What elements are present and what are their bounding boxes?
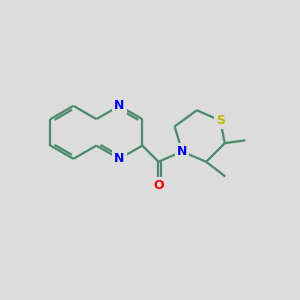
Text: N: N xyxy=(114,152,124,165)
Text: O: O xyxy=(153,179,164,192)
Text: S: S xyxy=(216,114,225,127)
Text: N: N xyxy=(114,152,124,165)
Text: N: N xyxy=(114,99,124,112)
Text: S: S xyxy=(216,114,225,127)
Text: O: O xyxy=(153,179,164,192)
Text: N: N xyxy=(177,145,187,158)
Text: N: N xyxy=(177,145,187,158)
Text: N: N xyxy=(114,99,124,112)
